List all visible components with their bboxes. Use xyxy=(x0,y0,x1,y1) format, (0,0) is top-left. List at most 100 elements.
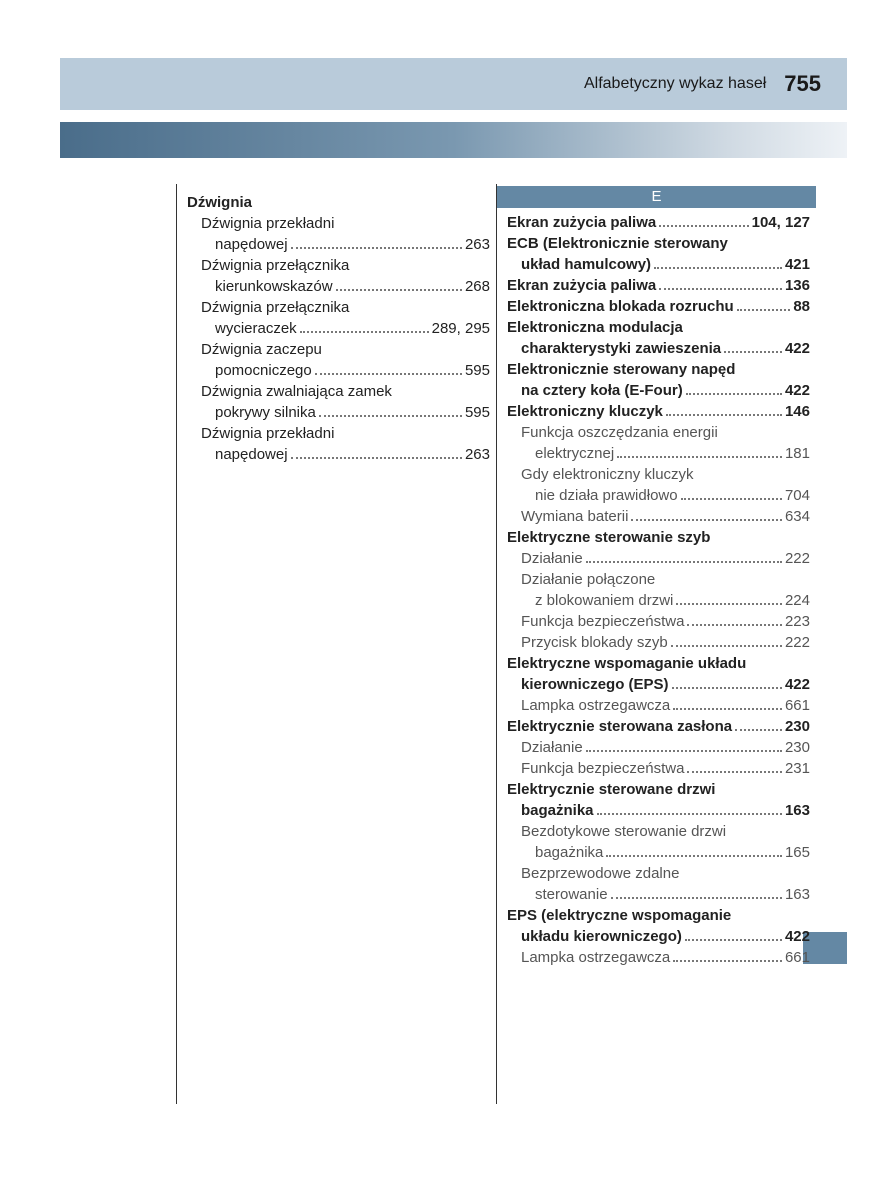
index-label: Działanie xyxy=(521,737,583,758)
index-row: Funkcja bezpieczeństwa 223 xyxy=(507,611,810,632)
index-page: 595 xyxy=(465,402,490,423)
index-row: Elektroniczny kluczyk 146 xyxy=(507,401,810,422)
index-page: 422 xyxy=(785,338,810,359)
index-label: Elektroniczny kluczyk xyxy=(507,401,663,422)
leader-dots xyxy=(659,288,782,290)
index-row: EPS (elektryczne wspomaganie xyxy=(507,905,810,926)
leader-dots xyxy=(336,289,462,291)
index-row: z blokowaniem drzwi 224 xyxy=(507,590,810,611)
index-label: elektrycznej xyxy=(535,443,614,464)
index-page: 634 xyxy=(785,506,810,527)
header-bar: Alfabetyczny wykaz haseł 755 xyxy=(60,58,847,110)
index-row: Dźwignia zaczepu xyxy=(187,339,490,360)
index-page: 222 xyxy=(785,548,810,569)
index-label: z blokowaniem drzwi xyxy=(535,590,673,611)
index-row: Elektryczne wspomaganie układu xyxy=(507,653,810,674)
leader-dots xyxy=(687,624,782,626)
index-row: Lampka ostrzegawcza 661 xyxy=(507,695,810,716)
index-label: Elektroniczna modulacja xyxy=(507,317,683,338)
leader-dots xyxy=(672,687,782,689)
index-heading: Dźwignia xyxy=(187,192,490,213)
index-label: Dźwignia przekładni xyxy=(201,213,334,234)
leader-dots xyxy=(617,456,782,458)
index-label: Funkcja bezpieczeństwa xyxy=(521,611,684,632)
index-label: bagażnika xyxy=(521,800,594,821)
index-page: 422 xyxy=(785,926,810,947)
left-column: DźwigniaDźwignia przekładninapędowej263D… xyxy=(176,184,496,1104)
index-page: 704 xyxy=(785,485,810,506)
leader-dots xyxy=(685,939,782,941)
index-row: Lampka ostrzegawcza661 xyxy=(507,947,810,968)
index-label: bagażnika xyxy=(535,842,603,863)
leader-dots xyxy=(611,897,782,899)
index-row: Elektroniczna blokada rozruchu88 xyxy=(507,296,810,317)
index-label: Ekran zużycia paliwa xyxy=(507,212,656,233)
index-row: pomocniczego595 xyxy=(187,360,490,381)
index-label: Dźwignia przełącznika xyxy=(201,255,349,276)
index-row: sterowanie163 xyxy=(507,884,810,905)
index-page: 421 xyxy=(785,254,810,275)
index-label: pomocniczego xyxy=(215,360,312,381)
index-row: Bezdotykowe sterowanie drzwi xyxy=(507,821,810,842)
index-page: 230 xyxy=(785,716,810,737)
index-label: Dźwignia przekładni xyxy=(201,423,334,444)
index-page: 181 xyxy=(785,443,810,464)
index-page: 163 xyxy=(785,884,810,905)
index-label: Funkcja bezpieczeństwa xyxy=(521,758,684,779)
index-row: układu kierowniczego) 422 xyxy=(507,926,810,947)
index-page: 223 xyxy=(785,611,810,632)
index-page: 230 xyxy=(785,737,810,758)
index-row: Bezprzewodowe zdalne xyxy=(507,863,810,884)
index-row: Dźwignia przełącznika xyxy=(187,255,490,276)
index-row: układ hamulcowy) 421 xyxy=(507,254,810,275)
leader-dots xyxy=(676,603,782,605)
index-row: Funkcja bezpieczeństwa 231 xyxy=(507,758,810,779)
index-row: napędowej263 xyxy=(187,234,490,255)
index-row: Elektrycznie sterowane drzwi xyxy=(507,779,810,800)
index-page: 231 xyxy=(785,758,810,779)
index-page: 165 xyxy=(785,842,810,863)
index-page: 163 xyxy=(785,800,810,821)
index-label: na cztery koła (E-Four) xyxy=(521,380,683,401)
index-row: Działanie 230 xyxy=(507,737,810,758)
index-label: Działanie połączone xyxy=(521,569,655,590)
index-row: bagażnika 165 xyxy=(507,842,810,863)
leader-dots xyxy=(687,771,782,773)
index-label: Lampka ostrzegawcza xyxy=(521,695,670,716)
index-label: Elektrycznie sterowana zasłona xyxy=(507,716,732,737)
index-label: układ hamulcowy) xyxy=(521,254,651,275)
index-label: układu kierowniczego) xyxy=(521,926,682,947)
index-label: charakterystyki zawieszenia xyxy=(521,338,721,359)
index-label: Elektrycznie sterowane drzwi xyxy=(507,779,715,800)
leader-dots xyxy=(597,813,782,815)
index-row: Dźwignia zwalniająca zamek xyxy=(187,381,490,402)
index-page: 263 xyxy=(465,444,490,465)
index-label: Ekran zużycia paliwa xyxy=(507,275,656,296)
index-page: 224 xyxy=(785,590,810,611)
leader-dots xyxy=(681,498,782,500)
index-page: 104, 127 xyxy=(752,212,810,233)
index-page: 146 xyxy=(785,401,810,422)
index-label: Działanie xyxy=(521,548,583,569)
leader-dots xyxy=(319,415,462,417)
leader-dots xyxy=(315,373,462,375)
index-page: 661 xyxy=(785,695,810,716)
leader-dots xyxy=(737,309,791,311)
index-label: kierowniczego (EPS) xyxy=(521,674,669,695)
leader-dots xyxy=(606,855,782,857)
index-label: Wymiana baterii xyxy=(521,506,628,527)
leader-dots xyxy=(300,331,429,333)
index-label: ECB (Elektronicznie sterowany xyxy=(507,233,728,254)
leader-dots xyxy=(673,960,782,962)
section-header: E xyxy=(497,186,816,208)
leader-dots xyxy=(666,414,782,416)
leader-dots xyxy=(291,457,462,459)
index-row: na cztery koła (E-Four)422 xyxy=(507,380,810,401)
index-label: nie działa prawidłowo xyxy=(535,485,678,506)
index-label: Lampka ostrzegawcza xyxy=(521,947,670,968)
leader-dots xyxy=(659,225,748,227)
index-row: Wymiana baterii 634 xyxy=(507,506,810,527)
index-row: kierunkowskazów268 xyxy=(187,276,490,297)
index-page: 422 xyxy=(785,674,810,695)
leader-dots xyxy=(671,645,782,647)
